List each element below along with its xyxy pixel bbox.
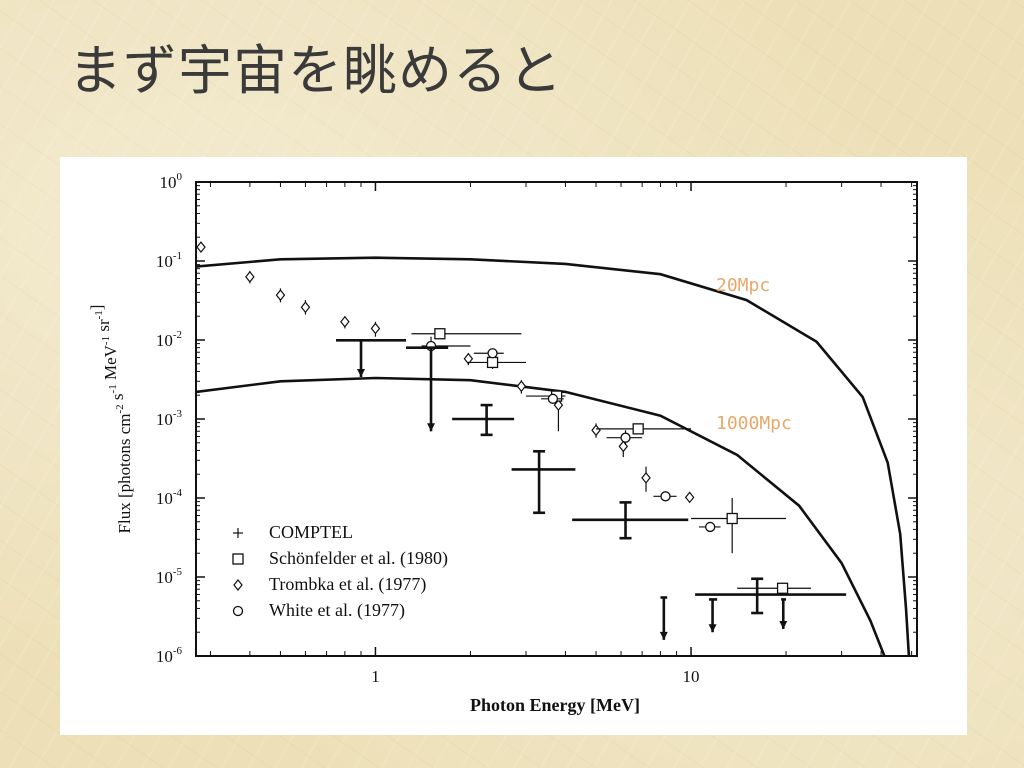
model-curves-group xyxy=(196,256,911,656)
upper-limit-arrow xyxy=(779,620,788,629)
diamond-data-point xyxy=(641,466,651,492)
square-data-point xyxy=(411,328,522,340)
circle-marker xyxy=(547,393,559,404)
diamond-data-point xyxy=(245,270,255,284)
circle-data-point xyxy=(473,348,504,359)
y-tick-label: 10-4 xyxy=(156,487,183,508)
square-data-point xyxy=(526,390,566,402)
legend-label: Schönfelder et al. (1980) xyxy=(269,548,448,569)
model-curve-1000mpc xyxy=(196,376,886,656)
series-square xyxy=(411,328,812,594)
comptel-data-point xyxy=(659,596,668,640)
y-tick-label: 100 xyxy=(160,171,183,192)
diamond-data-point xyxy=(684,491,695,504)
diamond-data-point xyxy=(591,423,601,438)
circle-marker xyxy=(705,521,716,533)
curve-annotation: 1000Mpc xyxy=(716,413,792,434)
comptel-data-point xyxy=(695,577,847,615)
circle-marker xyxy=(660,491,671,502)
circle-data-point xyxy=(606,430,643,445)
square-data-point xyxy=(596,423,692,435)
diamond-marker xyxy=(275,289,286,302)
series-circle xyxy=(421,336,721,533)
y-tick-label: 10-2 xyxy=(156,329,182,350)
legend: COMPTEL Schönfelder et al. (1980) Trombka … xyxy=(232,522,448,621)
legend-label: Trombka et al. (1977) xyxy=(269,574,426,595)
circle-data-point xyxy=(699,521,721,533)
diamond-marker xyxy=(300,301,311,314)
diamond-marker xyxy=(245,270,255,283)
series-cross-errorbar xyxy=(336,339,847,640)
legend-label: COMPTEL xyxy=(269,522,353,542)
y-tick-label: 10-1 xyxy=(156,250,182,271)
square-marker xyxy=(434,328,446,340)
circle-data-point xyxy=(541,393,564,404)
upper-limit-arrow xyxy=(659,631,668,640)
square-data-point xyxy=(737,582,812,594)
x-tick-label: 1 xyxy=(371,667,380,686)
square-marker xyxy=(776,582,789,594)
series-diamond xyxy=(196,241,695,504)
upper-limit-arrow xyxy=(708,624,717,633)
x-tick-label: 10 xyxy=(683,667,700,686)
diamond-data-point xyxy=(370,321,381,337)
diamond-marker xyxy=(340,315,350,328)
slide-title: まず宇宙を眺めると xyxy=(68,39,563,102)
diamond-marker xyxy=(463,352,474,365)
diamond-marker xyxy=(641,471,651,484)
legend-marker-plus xyxy=(233,528,243,538)
curve-annotation: 20Mpc xyxy=(716,275,770,296)
comptel-data-point xyxy=(708,598,718,633)
comptel-data-point xyxy=(779,598,788,629)
comptel-data-point xyxy=(406,346,449,432)
square-data-point xyxy=(691,498,787,554)
comptel-data-point xyxy=(511,450,576,515)
diamond-data-point xyxy=(196,241,206,254)
data-points-group xyxy=(196,241,847,640)
upper-limit-arrow xyxy=(427,423,436,432)
square-marker xyxy=(726,512,738,525)
y-tick-label: 10-5 xyxy=(156,566,183,587)
diamond-marker xyxy=(370,322,381,335)
legend-label: White et al. (1977) xyxy=(269,600,405,621)
comptel-data-point xyxy=(336,339,407,378)
diamond-data-point xyxy=(340,315,350,329)
diamond-marker xyxy=(516,380,527,393)
circle-data-point xyxy=(653,491,677,502)
legend-marker-diamond xyxy=(233,579,243,591)
square-data-point xyxy=(466,355,527,369)
axes-group: 100 10-1 10-2 10-3 10-4 10-5 10-6 1 10 Flux [phot… xyxy=(87,171,917,686)
circle-marker xyxy=(620,432,631,443)
y-tick-label: 10-6 xyxy=(156,645,183,666)
diamond-data-point xyxy=(516,380,527,394)
square-marker xyxy=(486,356,499,369)
x-axis-label: Photon Energy [MeV] xyxy=(470,695,640,715)
annotations-group: 20Mpc 1000Mpc xyxy=(716,275,792,434)
legend-marker-circle xyxy=(232,605,244,617)
y-tick-label: 10-3 xyxy=(156,408,183,429)
circle-data-point xyxy=(421,336,471,432)
comptel-data-point xyxy=(572,501,689,540)
legend-marker-square xyxy=(232,553,244,565)
model-curve-20mpc xyxy=(196,256,911,656)
diamond-marker xyxy=(684,491,695,504)
comptel-data-point xyxy=(452,403,515,437)
diamond-data-point xyxy=(275,288,286,303)
y-axis-label: Flux [photons cm-2 s-1 MeV-1 sr-1] xyxy=(87,305,134,534)
square-marker xyxy=(632,423,644,435)
flux-spectrum-chart: 100 10-1 10-2 10-3 10-4 10-5 10-6 1 10 Flux [phot… xyxy=(87,171,918,715)
upper-limit-arrow xyxy=(357,369,366,378)
diamond-marker xyxy=(591,424,601,437)
diamond-data-point xyxy=(463,352,474,366)
circle-marker xyxy=(487,348,498,359)
diamond-data-point xyxy=(300,300,311,315)
chart-figure-panel: 100 10-1 10-2 10-3 10-4 10-5 10-6 1 10 Flux [phot… xyxy=(60,157,967,735)
diamond-marker xyxy=(196,241,206,254)
